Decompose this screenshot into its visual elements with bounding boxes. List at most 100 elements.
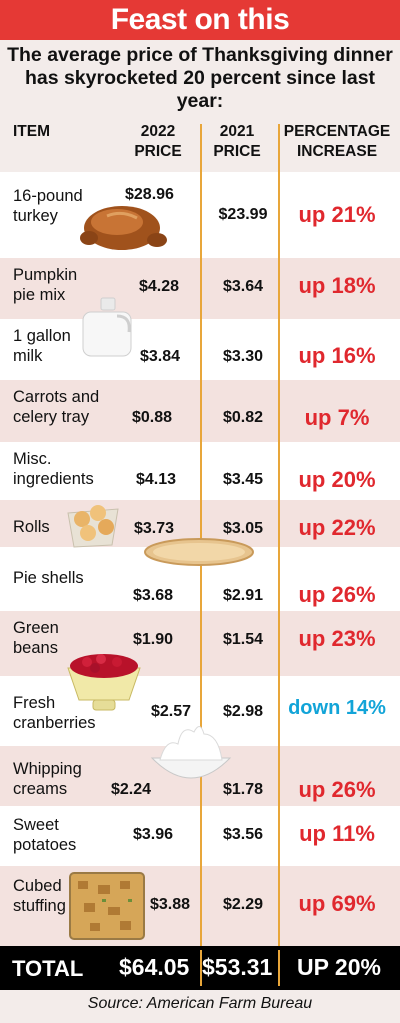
price-2022: $3.88 [150,896,191,913]
percentage-change: up 11% [299,821,375,846]
item-name-line: Green [13,619,59,637]
header-increase-line2: INCREASE [296,143,378,160]
percentage-change: up 69% [298,891,376,916]
item-name-line: Whipping [13,760,82,778]
item-name-line: Fresh [13,694,56,712]
total-2022: $64.05 [119,954,190,980]
price-2022: $0.88 [132,409,173,426]
percentage-change: up 16% [298,343,376,368]
price-2021: $1.54 [222,631,264,648]
percentage-change: up 18% [298,273,376,298]
item-name-line: turkey [13,207,58,225]
item-name: Sweet potatoes [13,815,76,855]
item-name-line: beans [13,639,58,657]
price-2021: $3.45 [222,471,264,488]
price-2021: $3.30 [222,348,264,365]
item-name: Cubed stuffing [13,876,66,916]
price-2022: $2.24 [111,781,152,798]
whipped-cream-bowl-icon [150,726,232,779]
item-name-line: Rolls [13,518,50,536]
item-name-line: cranberries [13,714,96,732]
header-2021-line1: 2021 [219,123,255,140]
header-2021: 2021 PRICE [202,122,272,162]
price-2022: $3.84 [140,348,181,365]
item-name-line: potatoes [13,836,77,854]
percentage-change: up 26% [298,582,376,607]
table-row: Cubed stuffing $3.88 $2.29 up 69% [0,866,400,946]
percentage-change: up 20% [298,467,376,492]
item-name: Rolls [13,517,50,537]
item-name-line: creams [13,780,68,798]
pie-shell-icon [144,538,254,566]
price-2021: $2.98 [222,703,264,720]
total-divider-1 [200,950,202,986]
rolls-basket-icon [67,505,119,548]
price-2021: $0.82 [222,409,264,426]
header-2022-line2: PRICE [134,143,182,160]
item-name-line: ingredients [13,470,94,488]
cranberry-colander-icon [67,654,141,711]
price-2022: $4.28 [139,278,180,295]
header-2021-line2: PRICE [213,143,261,160]
item-name-line: Pie shells [13,569,84,587]
divider-2021-pct [278,124,280,946]
header-increase: PERCENTAGE INCREASE [281,122,393,162]
price-2022: $1.90 [133,631,174,648]
price-2022: $3.73 [134,520,175,537]
item-name: Misc. ingredients [13,449,94,489]
item-name-line: 1 gallon [13,327,71,345]
item-name-line: Pumpkin [13,266,78,284]
percentage-change: up 26% [298,777,376,802]
header-2022: 2022 PRICE [123,122,193,162]
item-name-line: celery tray [13,408,90,426]
item-name: 1 gallon milk [13,326,71,366]
total-row: TOTAL $64.05 $53.31 UP 20% [0,946,400,990]
header-increase-line1: PERCENTAGE [283,123,391,140]
price-2022: $28.96 [125,186,174,203]
item-name-line: milk [13,347,43,365]
total-divider-2 [278,950,280,986]
percentage-change: up 7% [304,405,370,430]
price-2022: $3.96 [133,826,174,843]
price-2022: $2.57 [151,703,192,720]
item-name-line: Misc. [13,450,52,468]
price-2021: $1.78 [222,781,264,798]
milk-jug-icon [82,297,132,357]
item-name-line: 16-pound [13,187,83,205]
price-2021: $23.99 [218,206,268,223]
item-name: Fresh cranberries [13,693,96,733]
divider-2022-2021 [200,124,202,946]
total-2021: $53.31 [202,954,273,980]
price-2021: $2.29 [222,896,264,913]
price-2021: $3.05 [222,520,264,537]
price-2021: $3.64 [222,278,264,295]
item-name-line: Sweet [13,816,59,834]
item-name-line: pie mix [13,286,66,304]
item-name: Pumpkin pie mix [13,265,77,305]
item-name: Whipping creams [13,759,82,799]
item-name: Carrots and celery tray [13,387,99,427]
item-name-line: stuffing [13,897,66,915]
item-name: Pie shells [13,568,84,588]
price-2021: $2.91 [222,587,264,604]
percentage-change: down 14% [288,697,386,719]
item-name: 16-pound turkey [13,186,83,226]
percentage-change: up 23% [298,626,376,651]
total-label: TOTAL [12,956,84,981]
item-name: Green beans [13,618,59,658]
total-change: UP 20% [297,954,381,980]
subtitle: The average price of Thanksgiving dinner… [7,44,393,112]
item-name-line: Carrots and [13,388,100,406]
source-note: Source: American Farm Bureau [87,995,313,1012]
percentage-change: up 21% [298,202,376,227]
title-banner: Feast on this [0,0,400,40]
header-2022-line1: 2022 [140,123,176,140]
percentage-change: up 22% [298,515,376,540]
price-2022: $4.13 [136,471,177,488]
turkey-icon [80,206,167,250]
header-item: ITEM [13,123,51,140]
price-2021: $3.56 [222,826,264,843]
item-name-line: Cubed [13,877,62,895]
stuffing-pan-icon [69,872,145,940]
price-2022: $3.68 [133,587,174,604]
